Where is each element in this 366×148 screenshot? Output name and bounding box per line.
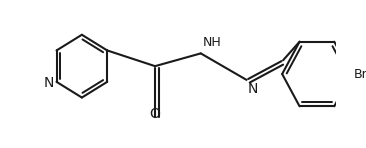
Text: N: N [44,76,54,90]
Text: O: O [150,107,160,121]
Text: NH: NH [203,36,221,49]
Text: N: N [247,82,258,96]
Text: Br: Br [354,67,366,81]
